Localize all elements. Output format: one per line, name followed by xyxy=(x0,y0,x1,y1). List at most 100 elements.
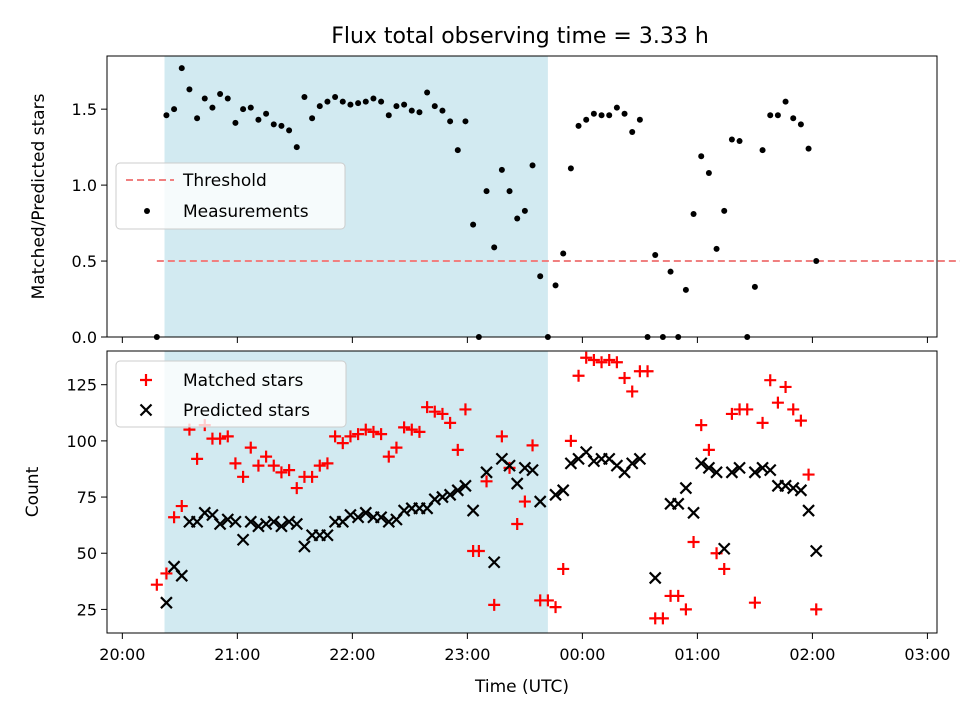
matched-star-point xyxy=(390,441,403,454)
measurement-point xyxy=(286,127,293,134)
measurement-point xyxy=(529,162,536,169)
legend-threshold-label: Threshold xyxy=(182,171,267,191)
predicted-star-point xyxy=(533,495,547,508)
predicted-star-point xyxy=(564,457,578,470)
measurement-point xyxy=(736,138,743,145)
measurement-point xyxy=(682,286,689,293)
measurement-point xyxy=(606,112,613,119)
matched-star-point xyxy=(679,603,692,616)
measurement-point xyxy=(636,116,643,123)
measurement-point xyxy=(583,116,590,123)
predicted-star-point xyxy=(717,542,731,556)
measurement-point xyxy=(575,122,582,129)
measurement-point xyxy=(447,118,454,125)
predicted-star-point xyxy=(809,544,823,558)
measurement-point xyxy=(324,98,331,105)
measurement-point xyxy=(774,112,781,119)
matched-star-point xyxy=(603,353,616,366)
matched-star-point xyxy=(572,369,585,382)
measurement-point xyxy=(362,98,369,105)
xtick-label: 23:00 xyxy=(444,645,490,664)
measurement-point xyxy=(408,107,415,114)
predicted-star-point xyxy=(687,506,700,520)
top-ytick-label: 1.5 xyxy=(72,100,97,119)
chart-title: Flux total observing time = 3.33 h xyxy=(331,24,709,49)
matched-star-point xyxy=(444,416,457,429)
matched-star-point xyxy=(321,457,334,470)
predicted-star-point xyxy=(702,461,716,475)
predicted-star-point xyxy=(290,517,304,531)
predicted-star-point xyxy=(587,454,601,468)
bottom-ytick-label: 25 xyxy=(77,600,97,619)
matched-star-point xyxy=(413,425,426,438)
legend-predicted-swatch xyxy=(139,403,153,417)
measurement-point xyxy=(301,94,308,101)
measurement-point xyxy=(728,136,735,143)
matched-star-point xyxy=(549,601,562,614)
predicted-star-point xyxy=(229,515,242,529)
predicted-star-point xyxy=(756,461,769,475)
predicted-star-point xyxy=(252,519,265,533)
measurement-point xyxy=(454,147,461,154)
measurement-point xyxy=(797,121,804,128)
matched-star-point xyxy=(472,544,485,557)
matched-star-point xyxy=(656,612,669,625)
legend-matched-label: Matched stars xyxy=(183,371,303,391)
measurement-point xyxy=(401,101,408,108)
measurement-point xyxy=(813,258,820,265)
matched-star-point xyxy=(610,356,623,369)
predicted-star-point xyxy=(359,506,373,520)
measurement-point xyxy=(491,244,498,251)
matched-star-point xyxy=(306,470,319,483)
matched-star-point xyxy=(488,598,501,611)
predicted-star-point xyxy=(267,515,281,529)
predicted-star-point xyxy=(443,488,457,502)
matched-star-point xyxy=(229,457,242,470)
measurement-point xyxy=(255,116,262,123)
predicted-star-point xyxy=(298,540,311,553)
predicted-star-point xyxy=(397,504,411,517)
measurement-point xyxy=(652,251,659,258)
matched-star-point xyxy=(451,443,464,456)
matched-star-point xyxy=(436,407,449,420)
predicted-star-point xyxy=(487,555,501,569)
measurement-point xyxy=(483,188,490,195)
top-ytick-label: 1.0 xyxy=(72,176,97,195)
matched-star-point xyxy=(428,405,441,418)
predicted-star-point xyxy=(382,515,396,529)
measurement-point xyxy=(355,100,362,107)
bottom-ytick-label: 100 xyxy=(66,432,97,451)
matched-star-point xyxy=(275,466,288,479)
measurement-point xyxy=(690,210,697,217)
xtick-label: 02:00 xyxy=(789,645,835,664)
measurement-point xyxy=(309,115,316,122)
matched-star-point xyxy=(175,500,188,513)
matched-star-point xyxy=(564,434,577,447)
top-ytick-label: 0.5 xyxy=(72,252,97,271)
matched-star-point xyxy=(802,468,815,481)
measurement-point xyxy=(705,169,712,176)
matched-star-point xyxy=(480,475,493,488)
predicted-star-point xyxy=(480,466,493,479)
matched-star-point xyxy=(290,482,303,495)
measurement-point xyxy=(316,103,323,110)
predicted-star-point xyxy=(244,515,258,529)
predicted-star-point xyxy=(526,463,539,477)
measurement-point xyxy=(498,166,505,173)
top-y-axis-label: Matched/Predicted stars xyxy=(29,93,49,299)
matched-star-point xyxy=(810,603,823,616)
matched-star-point xyxy=(748,596,761,609)
predicted-star-point xyxy=(459,479,472,493)
predicted-star-point xyxy=(344,508,357,522)
matched-star-point xyxy=(580,351,593,364)
matched-star-point xyxy=(382,450,395,463)
measurement-point xyxy=(378,98,385,105)
measurement-point xyxy=(186,86,193,93)
matched-star-point xyxy=(503,461,516,474)
predicted-star-point xyxy=(175,569,189,582)
measurement-point xyxy=(629,128,636,135)
measurement-point xyxy=(667,268,674,275)
legend-measurement-swatch xyxy=(144,208,150,214)
legend-matched-swatch xyxy=(140,374,152,386)
